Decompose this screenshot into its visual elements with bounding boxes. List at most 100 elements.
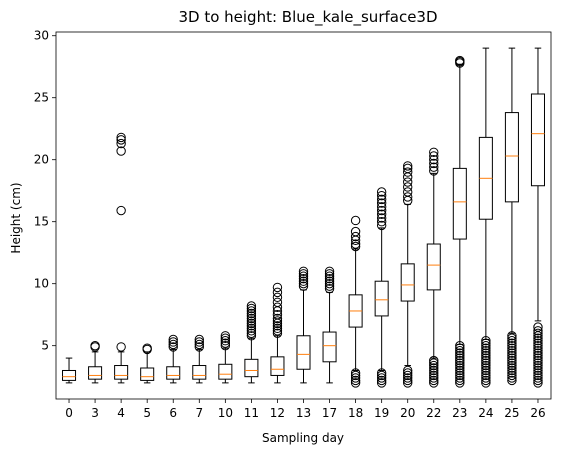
outlier-point	[533, 333, 543, 343]
outlier-point	[533, 345, 543, 356]
outlier-point	[481, 340, 491, 351]
outlier-point	[403, 365, 413, 376]
outlier-point	[194, 334, 204, 345]
outlier-point	[376, 368, 387, 378]
outlier-point	[507, 355, 517, 366]
x-tick-label: 13	[296, 406, 311, 420]
box-day-4	[114, 132, 129, 384]
outlier-point	[246, 323, 257, 334]
outlier-point	[481, 375, 491, 386]
outlier-point	[220, 340, 231, 351]
outlier-point	[429, 158, 439, 169]
outlier-point	[246, 331, 257, 341]
iqr-box	[426, 243, 441, 291]
outlier-point	[324, 269, 335, 279]
outlier-point	[376, 375, 387, 386]
iqr-box	[244, 358, 259, 378]
outlier-point	[429, 147, 439, 157]
outlier-point	[403, 370, 413, 381]
outlier-point	[533, 322, 543, 332]
outlier-point	[194, 339, 204, 350]
outlier-point	[533, 353, 543, 363]
outlier-point	[429, 370, 439, 381]
outlier-point	[429, 365, 439, 376]
outlier-point	[324, 283, 335, 294]
outlier-point	[507, 336, 517, 346]
outlier-point	[246, 328, 257, 338]
iqr-box	[192, 365, 207, 380]
outlier-point	[403, 167, 413, 177]
plot-marks	[62, 47, 545, 388]
outlier-point	[168, 334, 178, 345]
outlier-point	[533, 373, 543, 383]
outlier-point	[272, 309, 283, 320]
outlier-point	[429, 155, 439, 165]
box-day-26	[530, 47, 545, 388]
outlier-point	[429, 355, 439, 366]
outlier-point	[246, 306, 257, 316]
outlier-point	[455, 375, 465, 386]
outlier-point	[507, 338, 517, 348]
outlier-point	[246, 321, 257, 331]
outlier-point	[350, 378, 361, 388]
outlier-point	[455, 350, 465, 361]
x-tick-label: 3	[91, 406, 99, 420]
x-tick-label: 18	[348, 406, 363, 420]
y-tick-label: 5	[41, 339, 49, 353]
outlier-point	[350, 231, 361, 242]
x-tick-label: 20	[400, 406, 415, 420]
x-axis-label: Sampling day	[262, 431, 344, 445]
x-tick-label: 23	[452, 406, 467, 420]
outlier-point	[376, 198, 387, 208]
outlier-point	[429, 360, 439, 371]
iqr-box	[166, 366, 181, 380]
outlier-point	[403, 373, 413, 383]
outlier-point	[481, 360, 491, 371]
x-tick-label: 19	[374, 406, 389, 420]
outlier-point	[376, 220, 387, 231]
outlier-point	[481, 370, 491, 381]
outlier-point	[455, 365, 465, 376]
outlier-point	[403, 192, 413, 202]
box-day-5	[140, 343, 155, 384]
box-day-6	[166, 334, 181, 384]
outlier-point	[533, 368, 543, 378]
outlier-point	[455, 355, 465, 366]
iqr-box	[400, 263, 415, 302]
outlier-point	[350, 241, 361, 252]
outlier-point	[429, 162, 439, 172]
outlier-point	[533, 336, 543, 346]
outlier-point	[272, 302, 283, 312]
outlier-point	[533, 365, 543, 376]
outlier-point	[429, 378, 439, 388]
outlier-point	[533, 326, 543, 336]
box-day-19	[374, 187, 389, 388]
outlier-point	[455, 345, 465, 356]
y-tick-label: 25	[34, 91, 49, 105]
outlier-point	[533, 343, 543, 353]
outlier-point	[533, 370, 543, 381]
outlier-point	[455, 360, 465, 371]
outlier-point	[324, 274, 335, 284]
outlier-point	[507, 350, 517, 361]
outlier-point	[272, 326, 283, 336]
outlier-point	[376, 190, 387, 201]
outlier-point	[246, 326, 257, 336]
outlier-point	[298, 266, 309, 276]
outlier-point	[350, 375, 361, 386]
box-day-7	[192, 334, 207, 384]
outlier-point	[429, 373, 439, 383]
outlier-point	[403, 172, 413, 182]
outlier-point	[429, 166, 439, 176]
outlier-point	[533, 358, 543, 368]
outlier-point	[350, 239, 361, 249]
outlier-point	[376, 205, 387, 216]
outlier-point	[298, 269, 309, 279]
outlier-point	[298, 281, 309, 291]
outlier-point	[429, 363, 439, 373]
outlier-point	[533, 375, 543, 386]
outlier-point	[429, 368, 439, 378]
outlier-point	[481, 343, 491, 353]
outlier-point	[455, 353, 465, 363]
